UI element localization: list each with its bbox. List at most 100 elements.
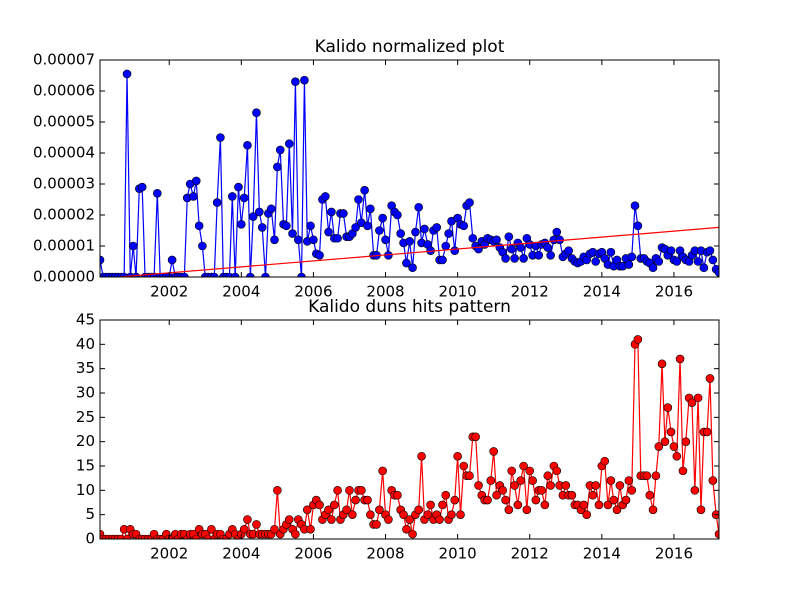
data-point: [465, 198, 474, 207]
data-point: [501, 254, 510, 263]
data-point: [333, 486, 342, 495]
data-point: [266, 204, 276, 214]
data-point: [678, 466, 688, 476]
data-point: [474, 481, 483, 490]
y-tick-label: 0.00001: [33, 237, 95, 255]
data-point: [612, 505, 622, 515]
data-point: [651, 471, 661, 481]
data-point: [207, 524, 216, 534]
data-point: [408, 263, 417, 273]
data-point: [552, 466, 562, 476]
data-point: [645, 490, 655, 500]
data-point: [275, 145, 285, 155]
data-point: [432, 223, 442, 232]
data-point: [519, 254, 528, 263]
data-point: [405, 237, 414, 246]
data-point: [324, 227, 333, 237]
data-point: [315, 251, 324, 260]
data-point: [702, 427, 712, 437]
data-point: [293, 235, 303, 245]
data-point: [357, 486, 366, 495]
data-point: [648, 263, 658, 273]
data-point: [399, 510, 408, 519]
y-tick-label: 30: [76, 384, 95, 402]
y-tick-label: 20: [76, 432, 95, 450]
data-point: [546, 251, 555, 260]
data-point: [642, 471, 652, 481]
data-point: [411, 227, 420, 237]
data-point: [393, 490, 402, 500]
data-point: [408, 529, 417, 539]
data-point: [591, 257, 601, 266]
data-point: [690, 486, 700, 495]
data-point: [306, 221, 315, 231]
data-point: [441, 241, 451, 251]
data-point: [456, 510, 465, 519]
data-point: [444, 229, 453, 238]
data-point: [531, 495, 541, 505]
data-point: [591, 481, 601, 490]
data-point: [522, 505, 532, 515]
data-point: [189, 192, 198, 201]
data-point: [243, 515, 252, 524]
data-point: [234, 182, 243, 192]
data-point: [239, 193, 249, 203]
y-tick-label: 15: [76, 457, 95, 475]
data-point: [270, 524, 279, 534]
data-point: [180, 272, 189, 277]
data-point: [273, 162, 282, 172]
data-point: [137, 182, 147, 192]
data-point: [552, 227, 562, 237]
data-point: [567, 490, 577, 500]
axes-frame: [99, 59, 720, 278]
data-point: [284, 515, 294, 524]
data-point: [708, 476, 718, 485]
data-point: [648, 505, 658, 515]
data-point: [209, 272, 219, 277]
data-point: [465, 471, 474, 481]
plot-content: [100, 69, 719, 277]
y-tick-label: 35: [76, 359, 95, 377]
data-point: [284, 139, 294, 148]
data-point: [198, 241, 207, 251]
chart-title: Kalido normalized plot: [315, 37, 505, 57]
data-point: [366, 204, 375, 214]
y-tick-label: 0: [85, 530, 95, 548]
data-point: [516, 243, 526, 252]
data-point: [273, 486, 282, 495]
data-point: [696, 505, 706, 515]
y-tick-label: 25: [76, 408, 95, 426]
data-point: [486, 476, 496, 485]
data-point: [360, 185, 369, 195]
x-tick-label: 2002: [150, 283, 188, 301]
y-tick-label: 0.00003: [33, 175, 95, 193]
data-point: [315, 500, 324, 510]
data-point: [441, 490, 451, 500]
y-tick-label: 45: [76, 311, 95, 329]
data-point: [615, 481, 625, 490]
data-point: [450, 495, 460, 505]
data-point: [537, 486, 546, 495]
chart-title: Kalido duns hits pattern: [308, 297, 511, 317]
data-point: [378, 213, 387, 223]
data-point: [609, 495, 619, 505]
data-point: [270, 235, 279, 245]
data-point: [363, 221, 372, 231]
data-point: [459, 461, 469, 471]
data-point: [438, 500, 447, 510]
data-point: [705, 246, 715, 255]
y-tick-label: 5: [85, 505, 95, 523]
trend-line: [111, 226, 719, 277]
x-tick-label: 2012: [511, 283, 549, 301]
x-tick-label: 2004: [222, 545, 260, 563]
plot-content: [100, 335, 719, 539]
y-tick-label: 0.00006: [33, 82, 95, 100]
data-point: [624, 260, 634, 269]
data-point: [339, 209, 348, 218]
data-point: [435, 515, 444, 524]
data-point: [122, 534, 132, 539]
data-point: [216, 133, 225, 142]
data-point: [393, 210, 402, 220]
data-point: [414, 505, 423, 515]
data-point: [633, 221, 643, 231]
